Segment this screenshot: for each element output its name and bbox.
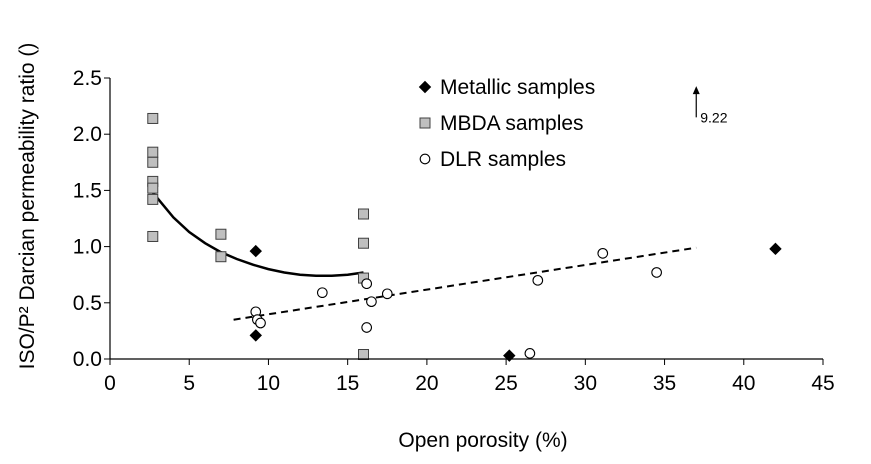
dlr-point bbox=[532, 274, 544, 286]
plot-area: 9.22 bbox=[147, 86, 782, 362]
mbda-point bbox=[215, 228, 227, 240]
x-tick-label: 20 bbox=[415, 372, 438, 395]
mbda-point bbox=[147, 146, 159, 158]
dlr-trendline bbox=[233, 246, 697, 321]
legend: Metallic samples MBDA samples DLR samples bbox=[418, 76, 595, 171]
axes: 0 5 10 15 20 25 30 35 40 45 0.0 0.5 1.0 1.5 2.0 2.5 bbox=[73, 67, 835, 395]
x-tick-label: 5 bbox=[183, 372, 195, 395]
legend-label-metallic: Metallic samples bbox=[440, 76, 595, 99]
dlr-point bbox=[366, 296, 377, 308]
legend-label-mbda: MBDA samples bbox=[440, 112, 584, 135]
x-tick-label: 30 bbox=[574, 372, 597, 395]
x-tick-label: 0 bbox=[104, 372, 116, 395]
y-tick-label: 2.5 bbox=[73, 67, 102, 90]
mbda-point bbox=[358, 208, 370, 220]
dlr-point bbox=[597, 247, 609, 259]
x-tick-label: 10 bbox=[257, 372, 280, 395]
metallic-point bbox=[249, 329, 262, 342]
mbda-trendline bbox=[151, 191, 364, 278]
dlr-point bbox=[524, 348, 536, 359]
dlr-point bbox=[361, 278, 373, 290]
annotation-label: 9.22 bbox=[700, 109, 727, 125]
y-axis-label: ISO/P² Darcian permeability ratio () bbox=[16, 43, 39, 370]
metallic-point bbox=[769, 242, 782, 256]
metallic-point bbox=[503, 349, 516, 362]
mbda-point bbox=[147, 230, 159, 242]
y-tick-label: 1.5 bbox=[73, 179, 102, 202]
mbda-point bbox=[358, 237, 370, 249]
y-tick-label: 2.0 bbox=[73, 123, 102, 146]
legend-label-dlr: DLR samples bbox=[440, 148, 566, 171]
mbda-point bbox=[147, 182, 159, 194]
x-tick-label: 15 bbox=[336, 372, 359, 395]
annotation-arrow-head bbox=[692, 86, 700, 95]
dlr-point bbox=[361, 322, 373, 333]
y-tick-label: 0.5 bbox=[73, 292, 102, 315]
x-tick-label: 25 bbox=[494, 372, 517, 395]
legend-marker-mbda bbox=[419, 117, 431, 129]
dlr-point bbox=[255, 317, 266, 329]
mbda-point bbox=[147, 112, 159, 124]
mbda-point bbox=[147, 156, 159, 168]
mbda-point bbox=[147, 193, 159, 205]
x-axis-label: Open porosity (%) bbox=[398, 429, 567, 452]
legend-marker-dlr bbox=[419, 153, 431, 165]
mbda-point bbox=[358, 349, 370, 361]
dlr-point bbox=[381, 288, 393, 300]
x-tick-label: 35 bbox=[653, 372, 676, 395]
y-tick-label: 1.0 bbox=[73, 236, 102, 259]
metallic-point bbox=[249, 244, 262, 258]
dlr-point bbox=[316, 287, 328, 299]
mbda-point bbox=[215, 251, 227, 263]
dlr-point bbox=[651, 267, 662, 278]
legend-marker-metallic bbox=[418, 80, 432, 94]
x-tick-label: 45 bbox=[811, 372, 834, 395]
y-tick-label: 0.0 bbox=[73, 348, 102, 371]
x-tick-label: 40 bbox=[732, 372, 755, 395]
